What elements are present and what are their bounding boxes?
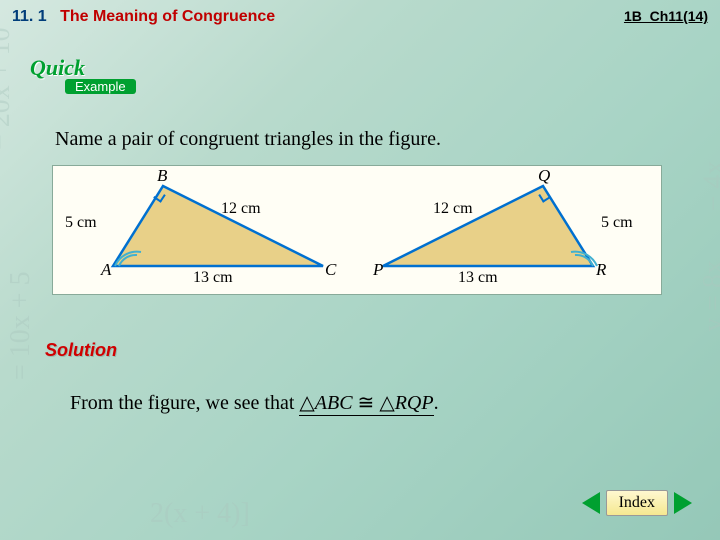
chapter-reference[interactable]: 1B_Ch11(14) <box>624 8 708 26</box>
answer-congruence: △ABC ≅ △RQP <box>299 392 433 416</box>
vertex-a: A <box>101 260 111 280</box>
vertex-r: R <box>596 260 606 280</box>
side-qr: 5 cm <box>601 214 633 232</box>
bg-math: = 10x + 5 <box>5 271 37 380</box>
vertex-p: P <box>373 260 383 280</box>
example-label: Example <box>65 79 136 94</box>
slide-header: 11. 1 The Meaning of Congruence 1B_Ch11(… <box>12 8 708 26</box>
prev-button[interactable] <box>582 492 600 514</box>
vertex-c: C <box>325 260 336 280</box>
solution-label: Solution <box>45 340 117 361</box>
bg-math: − 4x <box>699 161 720 212</box>
side-ac: 13 cm <box>193 269 233 287</box>
side-bc: 12 cm <box>221 200 261 218</box>
quick-example-badge: Quick Example <box>30 55 136 94</box>
angle-arc-a <box>113 244 153 269</box>
bg-math: − 20x + 10 <box>0 27 17 150</box>
bg-math: 2(x + 4)] <box>150 498 250 530</box>
section-heading: 11. 1 The Meaning of Congruence <box>12 8 275 26</box>
answer-prefix: From the figure, we see that <box>70 392 299 414</box>
side-pq: 12 cm <box>433 200 473 218</box>
vertex-q: Q <box>538 166 550 186</box>
figure-box: A B C 5 cm 12 cm 13 cm P Q R 12 cm 5 cm … <box>52 165 662 295</box>
answer-text: From the figure, we see that △ABC ≅ △RQP… <box>70 390 439 415</box>
side-pr: 13 cm <box>458 269 498 287</box>
bg-math: y = 8x <box>698 260 720 332</box>
next-button[interactable] <box>674 492 692 514</box>
side-ab: 5 cm <box>65 214 97 232</box>
nav-controls: Index <box>582 490 692 516</box>
question-text: Name a pair of congruent triangles in th… <box>55 128 441 151</box>
quick-label: Quick <box>30 55 85 81</box>
index-button[interactable]: Index <box>606 490 668 516</box>
section-number: 11. 1 <box>12 8 47 25</box>
section-title: The Meaning of Congruence <box>60 8 275 25</box>
answer-suffix: . <box>434 392 439 414</box>
vertex-b: B <box>157 166 167 186</box>
angle-arc-r <box>561 244 601 269</box>
